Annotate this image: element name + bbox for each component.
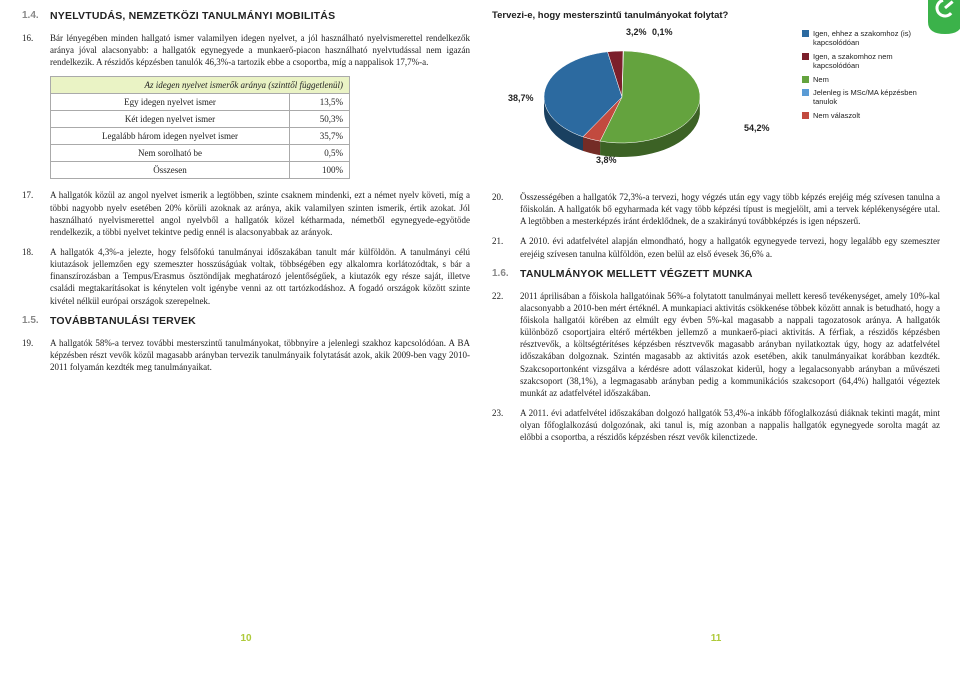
- item-body: A hallgatók 58%-a tervez további mesters…: [50, 337, 470, 373]
- legend-item: Igen, ehhez a szakomhoz (is) kapcsolódóa…: [802, 29, 932, 48]
- legend-text: Jelenleg is MSc/MA képzésben tanulok: [813, 88, 932, 107]
- language-table: Az idegen nyelvet ismerők aránya (szintt…: [50, 76, 350, 179]
- para-20: 20. Összességében a hallgatók 72,3%-a te…: [492, 191, 940, 227]
- section-1-4: 1.4. NYELVTUDÁS, NEMZETKÖZI TANULMÁNYI M…: [22, 10, 470, 22]
- pie-label: 3,2%: [626, 27, 647, 37]
- para-23: 23. A 2011. évi adatfelvétel időszakában…: [492, 407, 940, 443]
- pie-label: 54,2%: [744, 123, 770, 133]
- para-22: 22. 2011 áprilisában a főiskola hallgató…: [492, 290, 940, 399]
- legend-text: Nem válaszolt: [813, 111, 860, 120]
- pie-svg: [492, 27, 772, 177]
- item-num: 22.: [492, 290, 520, 302]
- legend-swatch: [802, 89, 809, 96]
- legend-text: Igen, ehhez a szakomhoz (is) kapcsolódóa…: [813, 29, 932, 48]
- item-num: 16.: [22, 32, 50, 44]
- para-16: 16. Bár lényegében minden hallgató ismer…: [22, 32, 470, 68]
- item-body: Összességében a hallgatók 72,3%-a tervez…: [520, 191, 940, 227]
- table-row: Összesen100%: [51, 162, 350, 179]
- para-18: 18. A hallgatók 4,3%-a jelezte, hogy fel…: [22, 246, 470, 307]
- legend-swatch: [802, 112, 809, 119]
- legend-swatch: [802, 30, 809, 37]
- pie-chart: Igen, ehhez a szakomhoz (is) kapcsolódóa…: [492, 27, 932, 177]
- chart-legend: Igen, ehhez a szakomhoz (is) kapcsolódóa…: [802, 29, 932, 124]
- item-body: A 2011. évi adatfelvétel időszakában dol…: [520, 407, 940, 443]
- legend-item: Nem: [802, 75, 932, 84]
- section-title: TANULMÁNYOK MELLETT VÉGZETT MUNKA: [520, 268, 940, 280]
- legend-text: Nem: [813, 75, 829, 84]
- chart-title: Tervezi-e, hogy mesterszintű tanulmányok…: [492, 10, 940, 21]
- page-right: Tervezi-e, hogy mesterszintű tanulmányok…: [492, 10, 940, 650]
- item-num: 17.: [22, 189, 50, 201]
- para-17: 17. A hallgatók közül az angol nyelvet i…: [22, 189, 470, 238]
- section-num: 1.5.: [22, 315, 50, 326]
- pie-label: 3,8%: [596, 155, 617, 165]
- para-19: 19. A hallgatók 58%-a tervez további mes…: [22, 337, 470, 373]
- item-body: A 2010. évi adatfelvétel alapján elmondh…: [520, 235, 940, 259]
- section-num: 1.4.: [22, 10, 50, 21]
- pie-label: 0,1%: [652, 27, 673, 37]
- page-number-left: 10: [22, 633, 470, 644]
- pie-label: 38,7%: [508, 93, 534, 103]
- page-left: 1.4. NYELVTUDÁS, NEMZETKÖZI TANULMÁNYI M…: [22, 10, 470, 650]
- table-row: Nem sorolható be0,5%: [51, 145, 350, 162]
- legend-swatch: [802, 76, 809, 83]
- item-num: 23.: [492, 407, 520, 419]
- item-num: 20.: [492, 191, 520, 203]
- item-num: 21.: [492, 235, 520, 247]
- legend-item: Jelenleg is MSc/MA képzésben tanulok: [802, 88, 932, 107]
- item-num: 18.: [22, 246, 50, 258]
- item-body: 2011 áprilisában a főiskola hallgatóinak…: [520, 290, 940, 399]
- section-title: NYELVTUDÁS, NEMZETKÖZI TANULMÁNYI MOBILI…: [50, 10, 470, 22]
- legend-text: Igen, a szakomhoz nem kapcsolódóan: [813, 52, 932, 71]
- section-1-5: 1.5. TOVÁBBTANULÁSI TERVEK: [22, 315, 470, 327]
- legend-item: Nem válaszolt: [802, 111, 932, 120]
- section-num: 1.6.: [492, 268, 520, 279]
- item-body: A hallgatók közül az angol nyelvet ismer…: [50, 189, 470, 238]
- item-num: 19.: [22, 337, 50, 349]
- section-title: TOVÁBBTANULÁSI TERVEK: [50, 315, 470, 327]
- table-row: Legalább három idegen nyelvet ismer35,7%: [51, 128, 350, 145]
- page-number-right: 11: [492, 633, 940, 644]
- brand-badge-icon: [928, 0, 960, 34]
- table-row: Egy idegen nyelvet ismer13,5%: [51, 94, 350, 111]
- table-row: Két idegen nyelvet ismer50,3%: [51, 111, 350, 128]
- item-body: A hallgatók 4,3%-a jelezte, hogy felsőfo…: [50, 246, 470, 307]
- legend-item: Igen, a szakomhoz nem kapcsolódóan: [802, 52, 932, 71]
- table-header: Az idegen nyelvet ismerők aránya (szintt…: [51, 77, 350, 94]
- para-21: 21. A 2010. évi adatfelvétel alapján elm…: [492, 235, 940, 259]
- item-body: Bár lényegében minden hallgató ismer val…: [50, 32, 470, 68]
- legend-swatch: [802, 53, 809, 60]
- section-1-6: 1.6. TANULMÁNYOK MELLETT VÉGZETT MUNKA: [492, 268, 940, 280]
